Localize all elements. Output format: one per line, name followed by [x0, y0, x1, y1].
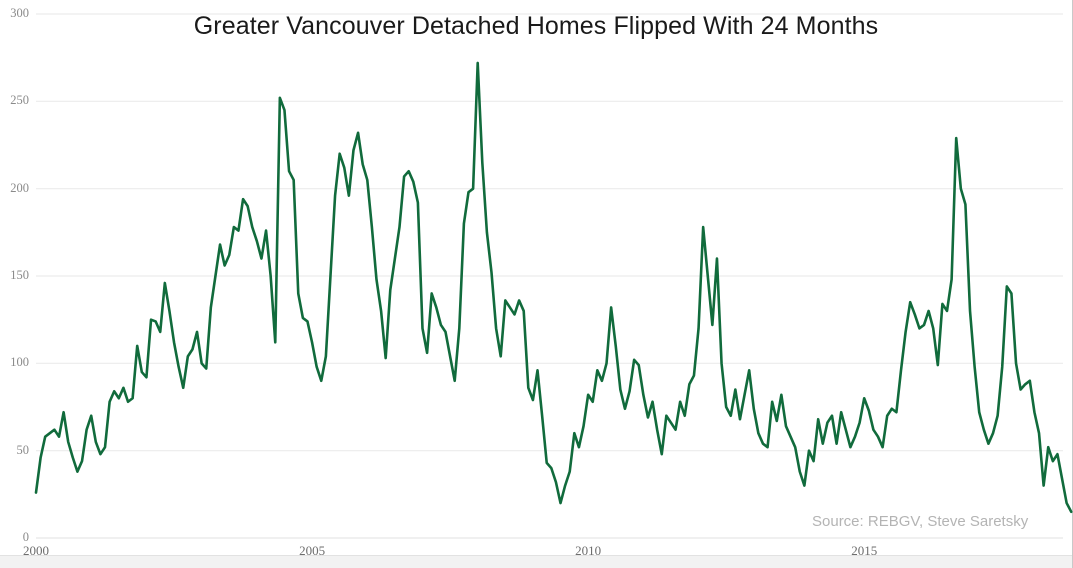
y-tick-label-250: 250 — [10, 93, 29, 108]
bottom-strip — [0, 555, 1072, 568]
y-tick-label-50: 50 — [16, 442, 30, 457]
x-tick-label-2000: 2000 — [23, 543, 49, 558]
x-tick-label-2005: 2005 — [299, 543, 326, 558]
y-tick-label-0: 0 — [22, 530, 29, 544]
y-tick-label-300: 300 — [10, 6, 29, 20]
source-attribution: Source: REBGV, Steve Saretsky — [812, 513, 1029, 530]
y-tick-label-100: 100 — [10, 355, 29, 370]
gridlines-group — [36, 13, 1063, 539]
x-tick-label-2010: 2010 — [575, 543, 602, 558]
page-title: Greater Vancouver Detached Homes Flipped… — [193, 12, 879, 40]
y-tick-label-200: 200 — [10, 180, 29, 195]
x-tick-label-2015: 2015 — [851, 543, 878, 558]
line-series-path — [34, 61, 1073, 514]
y-tick-label-150: 150 — [10, 268, 29, 282]
